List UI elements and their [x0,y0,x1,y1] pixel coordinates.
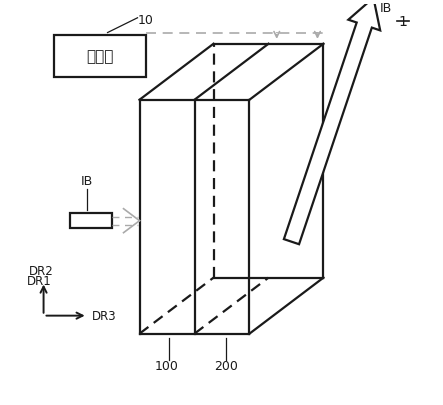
Text: IB: IB [81,175,93,188]
Polygon shape [284,0,380,245]
Text: 200: 200 [214,359,238,372]
Text: DR1: DR1 [27,274,51,287]
Text: IB: IB [380,2,392,15]
Text: 10: 10 [138,13,153,26]
Bar [70,213,113,229]
Text: 控制器: 控制器 [87,49,114,64]
Bar [54,36,146,77]
Text: 1: 1 [399,15,408,29]
Text: DR2: DR2 [29,264,54,277]
Text: DR3: DR3 [92,309,117,322]
Text: 100: 100 [155,359,179,372]
